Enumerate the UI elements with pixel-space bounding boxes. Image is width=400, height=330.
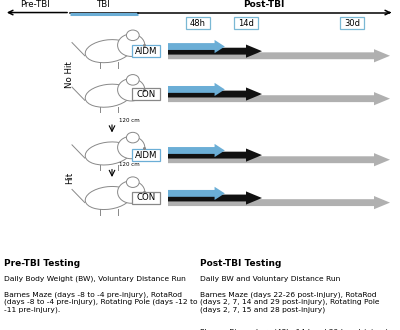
Text: No Hit: No Hit: [66, 61, 74, 88]
Circle shape: [118, 34, 145, 56]
Circle shape: [118, 181, 145, 203]
Text: 14d: 14d: [238, 18, 254, 28]
Polygon shape: [168, 191, 262, 205]
Ellipse shape: [85, 186, 131, 210]
Text: 120 cm: 120 cm: [119, 118, 140, 123]
Polygon shape: [168, 148, 262, 162]
Polygon shape: [168, 187, 225, 200]
Text: CON: CON: [136, 89, 156, 99]
Text: TBI: TBI: [97, 0, 111, 9]
FancyBboxPatch shape: [132, 149, 160, 161]
Polygon shape: [168, 87, 262, 101]
Ellipse shape: [85, 84, 131, 107]
FancyBboxPatch shape: [340, 17, 364, 29]
Polygon shape: [168, 196, 390, 209]
Text: Pre-TBI Testing: Pre-TBI Testing: [4, 259, 80, 268]
Ellipse shape: [85, 142, 131, 165]
Text: Barnes Maze (days -8 to -4 pre-injury), RotaRod
(days -8 to -4 pre-injury), Rota: Barnes Maze (days -8 to -4 pre-injury), …: [4, 291, 198, 313]
Polygon shape: [168, 153, 390, 166]
Circle shape: [118, 79, 145, 101]
Circle shape: [118, 136, 145, 159]
Text: AIDM: AIDM: [135, 150, 157, 160]
Text: Daily Body Weight (BW), Voluntary Distance Run: Daily Body Weight (BW), Voluntary Distan…: [4, 276, 186, 282]
Text: Hit: Hit: [66, 172, 74, 184]
Text: 48h: 48h: [190, 18, 206, 28]
Text: 30d: 30d: [344, 18, 360, 28]
FancyBboxPatch shape: [186, 17, 210, 29]
Circle shape: [126, 75, 139, 85]
Polygon shape: [168, 92, 390, 105]
Text: Plasma Biomarkers (48h, 14d and 30d post-injury): Plasma Biomarkers (48h, 14d and 30d post…: [200, 328, 388, 330]
Text: AIDM: AIDM: [135, 47, 157, 56]
FancyBboxPatch shape: [234, 17, 258, 29]
Text: 120 cm: 120 cm: [119, 162, 140, 168]
Circle shape: [126, 30, 139, 41]
Circle shape: [126, 132, 139, 143]
Text: Pre-TBI: Pre-TBI: [20, 0, 50, 9]
Circle shape: [126, 177, 139, 187]
Text: Daily BW and Voluntary Distance Run: Daily BW and Voluntary Distance Run: [200, 276, 340, 281]
Ellipse shape: [85, 40, 131, 63]
Polygon shape: [168, 144, 225, 157]
FancyBboxPatch shape: [132, 88, 160, 100]
Text: Barnes Maze (days 22-26 post-injury), RotaRod
(days 2, 7, 14 and 29 post-injury): Barnes Maze (days 22-26 post-injury), Ro…: [200, 291, 380, 313]
FancyBboxPatch shape: [132, 192, 160, 204]
Polygon shape: [168, 49, 390, 62]
Text: Post-TBI: Post-TBI: [243, 0, 285, 9]
Polygon shape: [168, 83, 225, 96]
Polygon shape: [168, 45, 262, 58]
Polygon shape: [168, 40, 225, 53]
Text: CON: CON: [136, 193, 156, 203]
FancyBboxPatch shape: [132, 45, 160, 57]
Text: Post-TBI Testing: Post-TBI Testing: [200, 259, 281, 268]
